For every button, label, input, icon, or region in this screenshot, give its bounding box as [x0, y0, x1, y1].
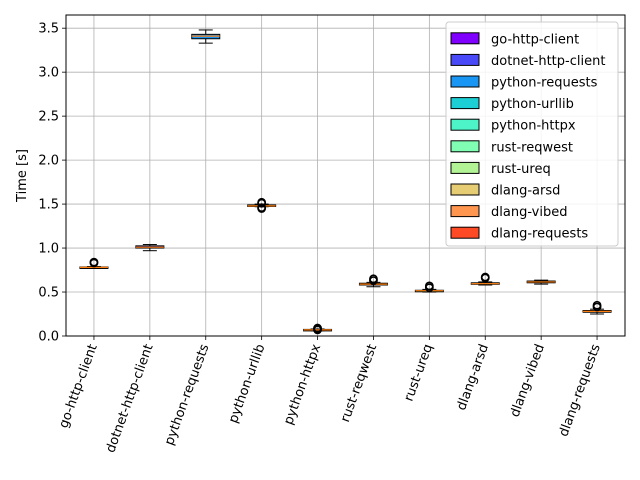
legend-label: dlang-arsd [491, 184, 560, 199]
legend-swatch [450, 161, 480, 174]
legend-label: python-httpx [491, 119, 576, 134]
box-dotnet-http-client [135, 244, 165, 252]
legend-swatch [450, 32, 480, 45]
y-tick-label: 1.0 [38, 242, 59, 257]
legend-swatch [450, 226, 480, 239]
y-tick-label: 2.0 [38, 154, 59, 169]
y-tick-label: 1.5 [38, 198, 59, 213]
box-go-http-client [79, 257, 109, 269]
outlier-point [424, 281, 434, 291]
y-axis-label: Time [s] [15, 149, 30, 203]
outlier-point [257, 203, 267, 212]
box-python-requests [191, 29, 221, 44]
legend-label: rust-reqwest [491, 140, 573, 155]
legend-label: dotnet-http-client [491, 54, 605, 69]
y-tick-label: 3.5 [38, 22, 59, 37]
box-dlang-arsd [470, 272, 500, 286]
legend-swatch [450, 183, 480, 196]
legend-frame [445, 21, 619, 247]
outlier-point [369, 274, 378, 284]
y-tick-label: 0.0 [38, 330, 59, 345]
outlier-point [480, 272, 490, 282]
y-tick-label: 0.5 [38, 286, 59, 301]
plot-frame [65, 14, 626, 337]
box-dlang-requests [582, 300, 612, 315]
legend-label: python-requests [491, 76, 598, 91]
legend-label: python-urllib [491, 97, 574, 112]
y-tick-label: 3.0 [38, 66, 59, 81]
legend-label: dlang-vibed [491, 205, 567, 220]
box-python-urllib [247, 197, 277, 213]
boxes [79, 29, 612, 335]
box-rust-reqwest [358, 274, 388, 288]
legend: go-http-client dotnet-http-client python-r… [445, 21, 619, 247]
legend-swatch [450, 75, 480, 88]
outlier-point [313, 323, 322, 333]
legend-swatch [450, 118, 480, 131]
legend-label: dlang-requests [491, 227, 588, 242]
legend-label: go-http-client [491, 32, 579, 47]
outlier-point [257, 197, 267, 207]
legend-swatch [450, 205, 480, 218]
box-python-httpx [303, 323, 333, 335]
y-tick-label: 2.5 [38, 110, 59, 125]
legend-swatch [450, 53, 480, 66]
legend-swatch [450, 140, 480, 153]
legend-label: rust-ureq [491, 162, 551, 177]
outlier-point [592, 300, 602, 310]
outlier-point [89, 257, 99, 267]
box-rust-ureq [414, 281, 444, 293]
box-dlang-vibed [526, 279, 556, 285]
legend-swatch [450, 97, 480, 110]
